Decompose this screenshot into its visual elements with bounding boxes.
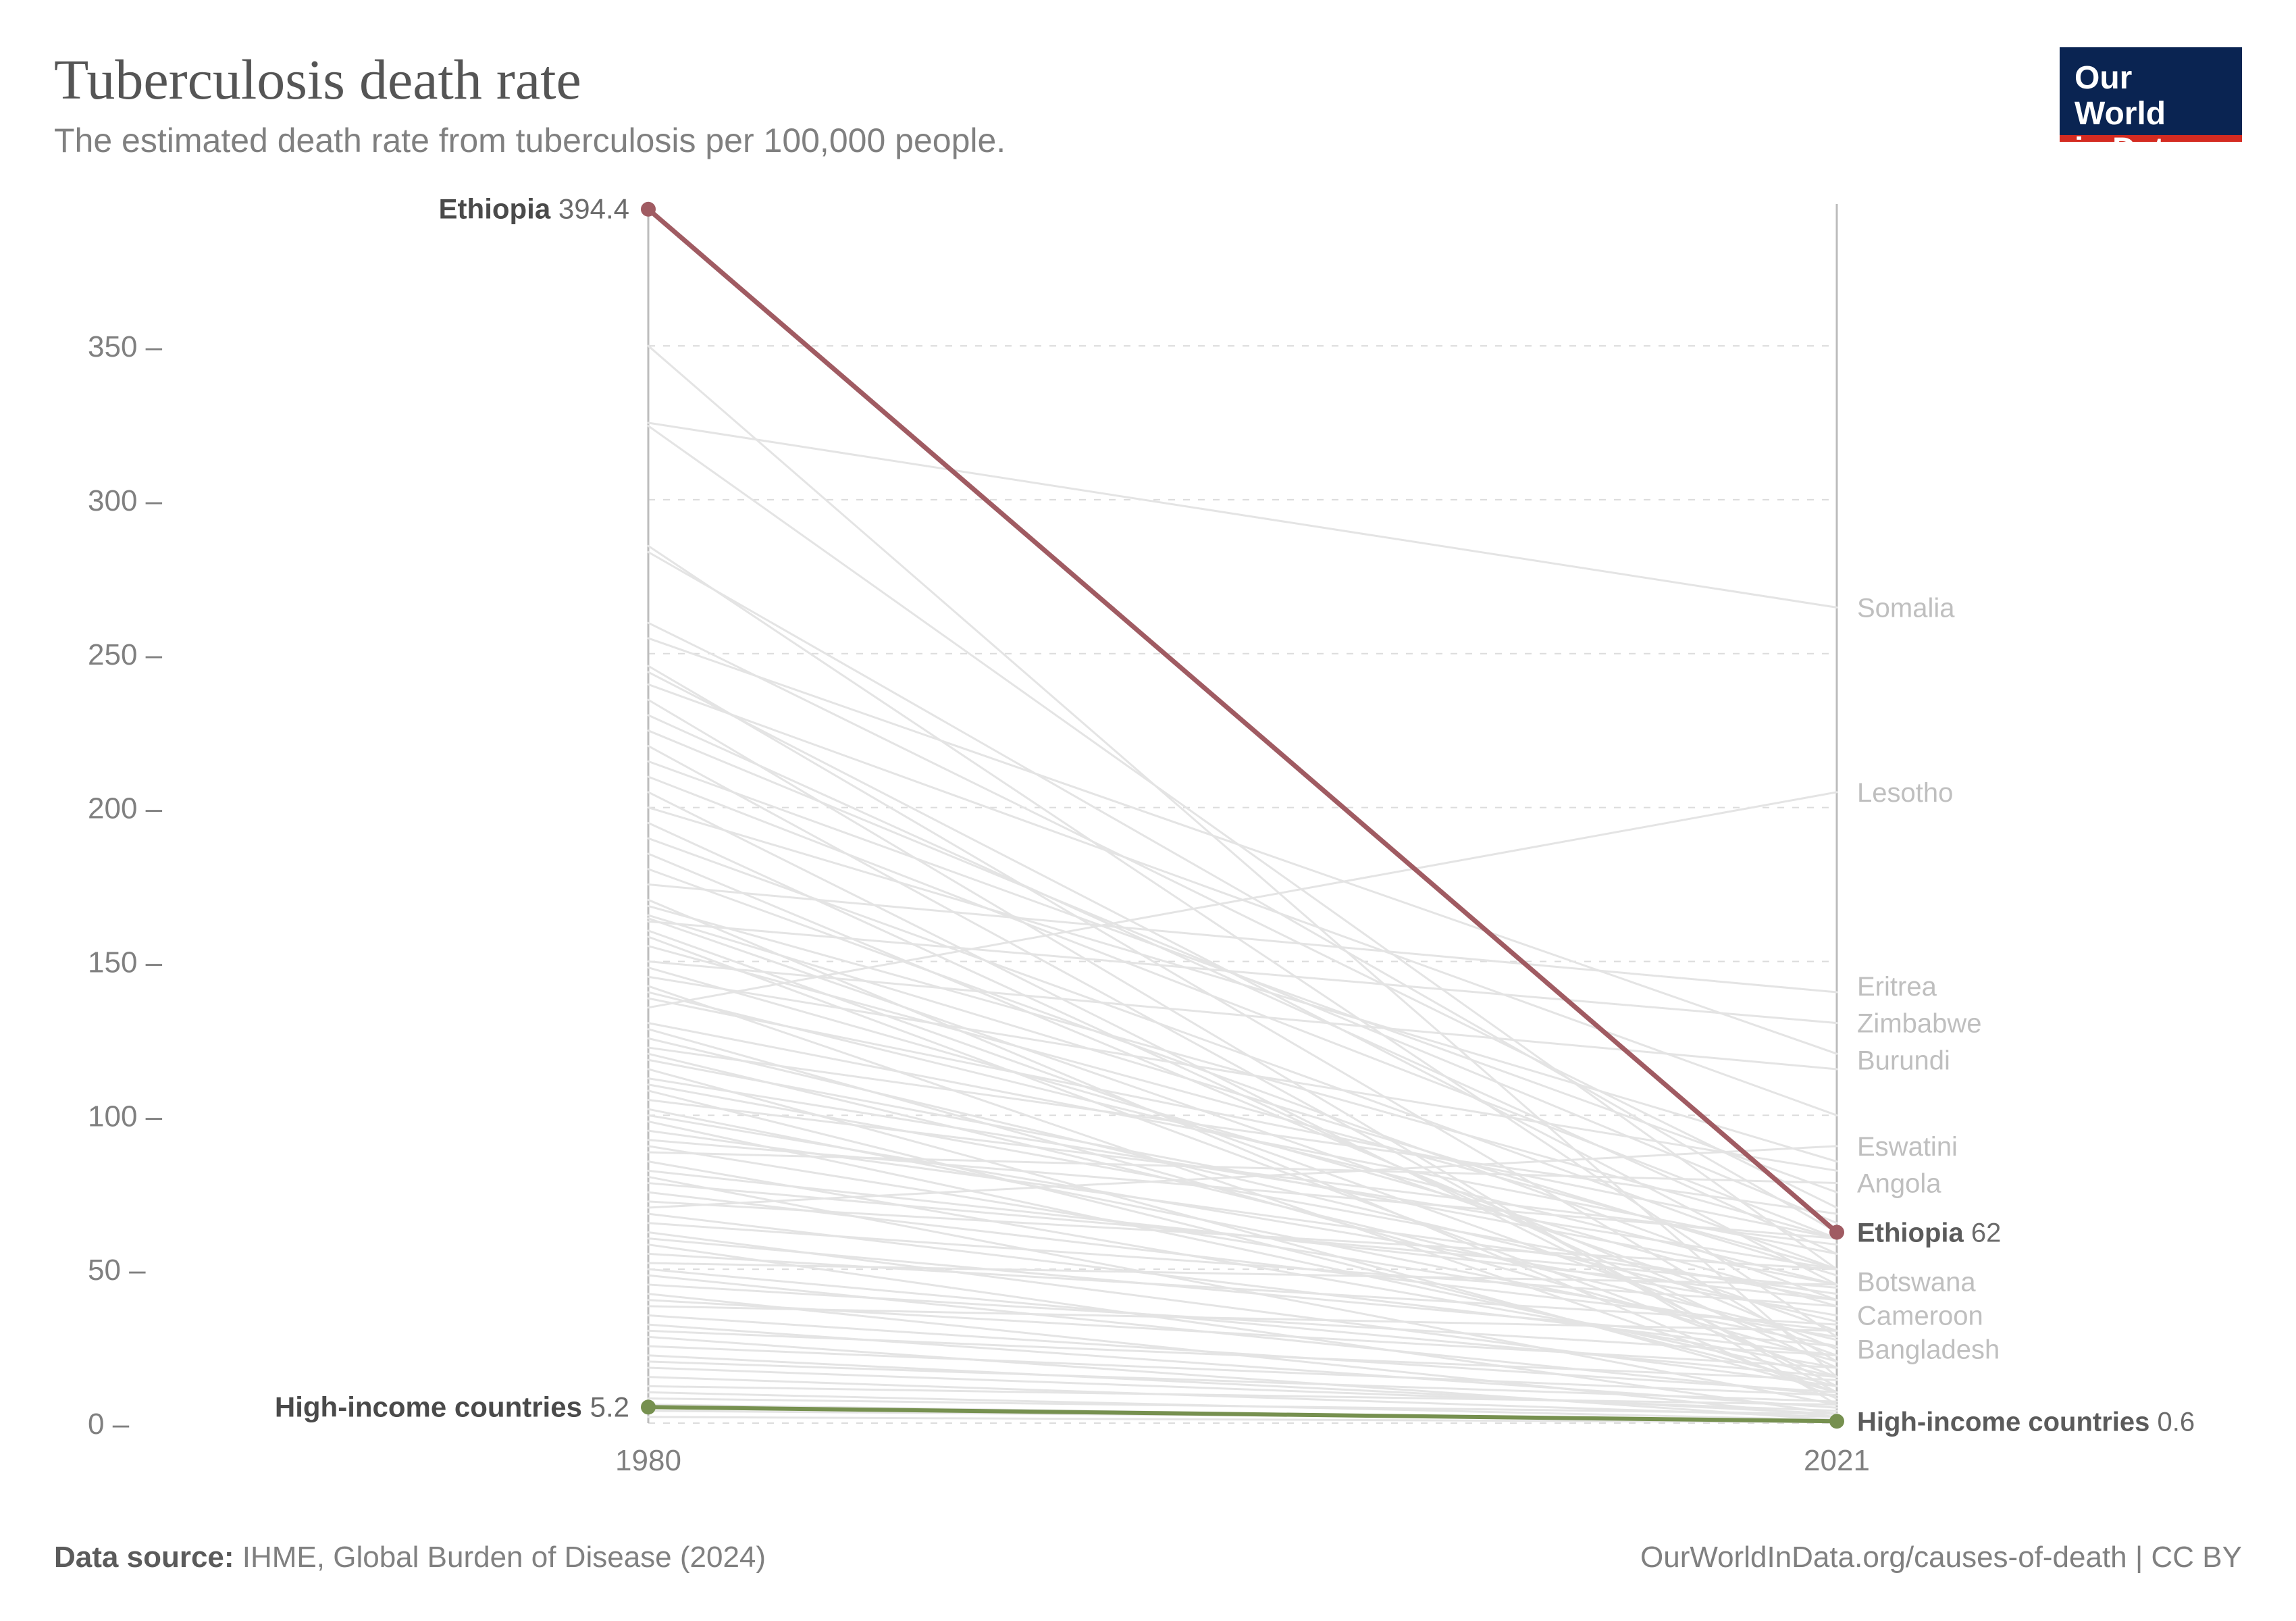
x-right-label: 2021 [1804, 1444, 1870, 1477]
bg-line [648, 1054, 1837, 1340]
bg-line [648, 666, 1837, 1362]
y-tick-label: 350 – [88, 330, 163, 363]
highlight-start-marker [641, 1399, 656, 1414]
bg-line [648, 423, 1837, 607]
right-label: Angola [1857, 1169, 1941, 1199]
right-label-highlight: Ethiopia 62 [1857, 1218, 2001, 1247]
attribution: OurWorldInData.org/causes-of-death | CC … [1640, 1541, 2242, 1574]
data-source-text: IHME, Global Burden of Disease (2024) [242, 1541, 766, 1574]
y-tick-label: 100 – [88, 1100, 163, 1133]
data-source: Data source: IHME, Global Burden of Dise… [54, 1541, 766, 1574]
right-label: Bangladesh [1857, 1335, 2000, 1365]
chart-area: 0 – 50 – 100 – 150 – 200 – 250 – 300 – 350 – 198… [54, 180, 2242, 1524]
bg-line [648, 854, 1837, 1349]
bg-line [648, 1023, 1837, 1254]
y-tick-label: 250 – [88, 638, 163, 671]
right-label-highlight: High-income countries 0.6 [1857, 1407, 2195, 1437]
highlight-start-label: High-income countries 5.2 [275, 1391, 629, 1422]
y-tick-label: 0 – [88, 1408, 130, 1441]
owid-logo: Our World in Data [2060, 47, 2242, 142]
y-tick-label: 300 – [88, 484, 163, 517]
chart-header: Tuberculosis death rate The estimated de… [54, 47, 2242, 160]
chart-container: Tuberculosis death rate The estimated de… [0, 0, 2296, 1621]
y-tick-label: 50 – [88, 1254, 146, 1287]
highlight-end-marker [1829, 1225, 1844, 1239]
bg-line [648, 1091, 1837, 1386]
logo-line-2: in Data [2075, 132, 2227, 168]
right-label: Botswana [1857, 1267, 1976, 1297]
y-tick-label: 200 – [88, 792, 163, 825]
right-label: Zimbabwe [1857, 1009, 1982, 1039]
data-source-label: Data source: [54, 1541, 234, 1574]
chart-footer: Data source: IHME, Global Burden of Dise… [54, 1541, 2242, 1574]
highlight-end-marker [1829, 1414, 1844, 1429]
x-left-label: 1980 [615, 1444, 681, 1477]
bg-line [648, 623, 1837, 1208]
y-tick-label: 150 – [88, 946, 163, 979]
right-label: Eritrea [1857, 972, 1937, 1002]
logo-line-1: Our World [2075, 61, 2227, 132]
chart-subtitle: The estimated death rate from tuberculos… [54, 121, 2242, 160]
highlight-start-marker [641, 202, 656, 217]
chart-title: Tuberculosis death rate [54, 47, 2242, 113]
right-label: Cameroon [1857, 1302, 1983, 1331]
right-label: Somalia [1857, 593, 1955, 623]
right-label: Burundi [1857, 1046, 1950, 1075]
right-label: Eswatini [1857, 1132, 1958, 1162]
slope-chart-svg: 0 – 50 – 100 – 150 – 200 – 250 – 300 – 350 – 198… [54, 180, 2242, 1524]
highlight-start-label: Ethiopia 394.4 [439, 193, 629, 225]
background-series [648, 346, 1837, 1422]
bg-line [648, 977, 1837, 1170]
right-label: Lesotho [1857, 778, 1953, 808]
